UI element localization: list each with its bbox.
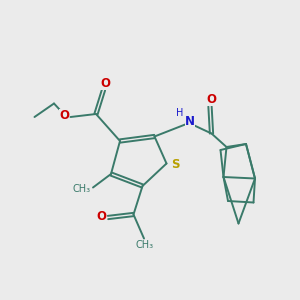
Text: O: O (100, 77, 110, 90)
Text: S: S (171, 158, 179, 172)
Text: O: O (206, 93, 217, 106)
Text: O: O (59, 109, 69, 122)
Text: O: O (96, 210, 106, 224)
Text: H: H (176, 107, 184, 118)
Text: N: N (184, 115, 195, 128)
Text: CH₃: CH₃ (136, 240, 154, 250)
Text: CH₃: CH₃ (73, 184, 91, 194)
